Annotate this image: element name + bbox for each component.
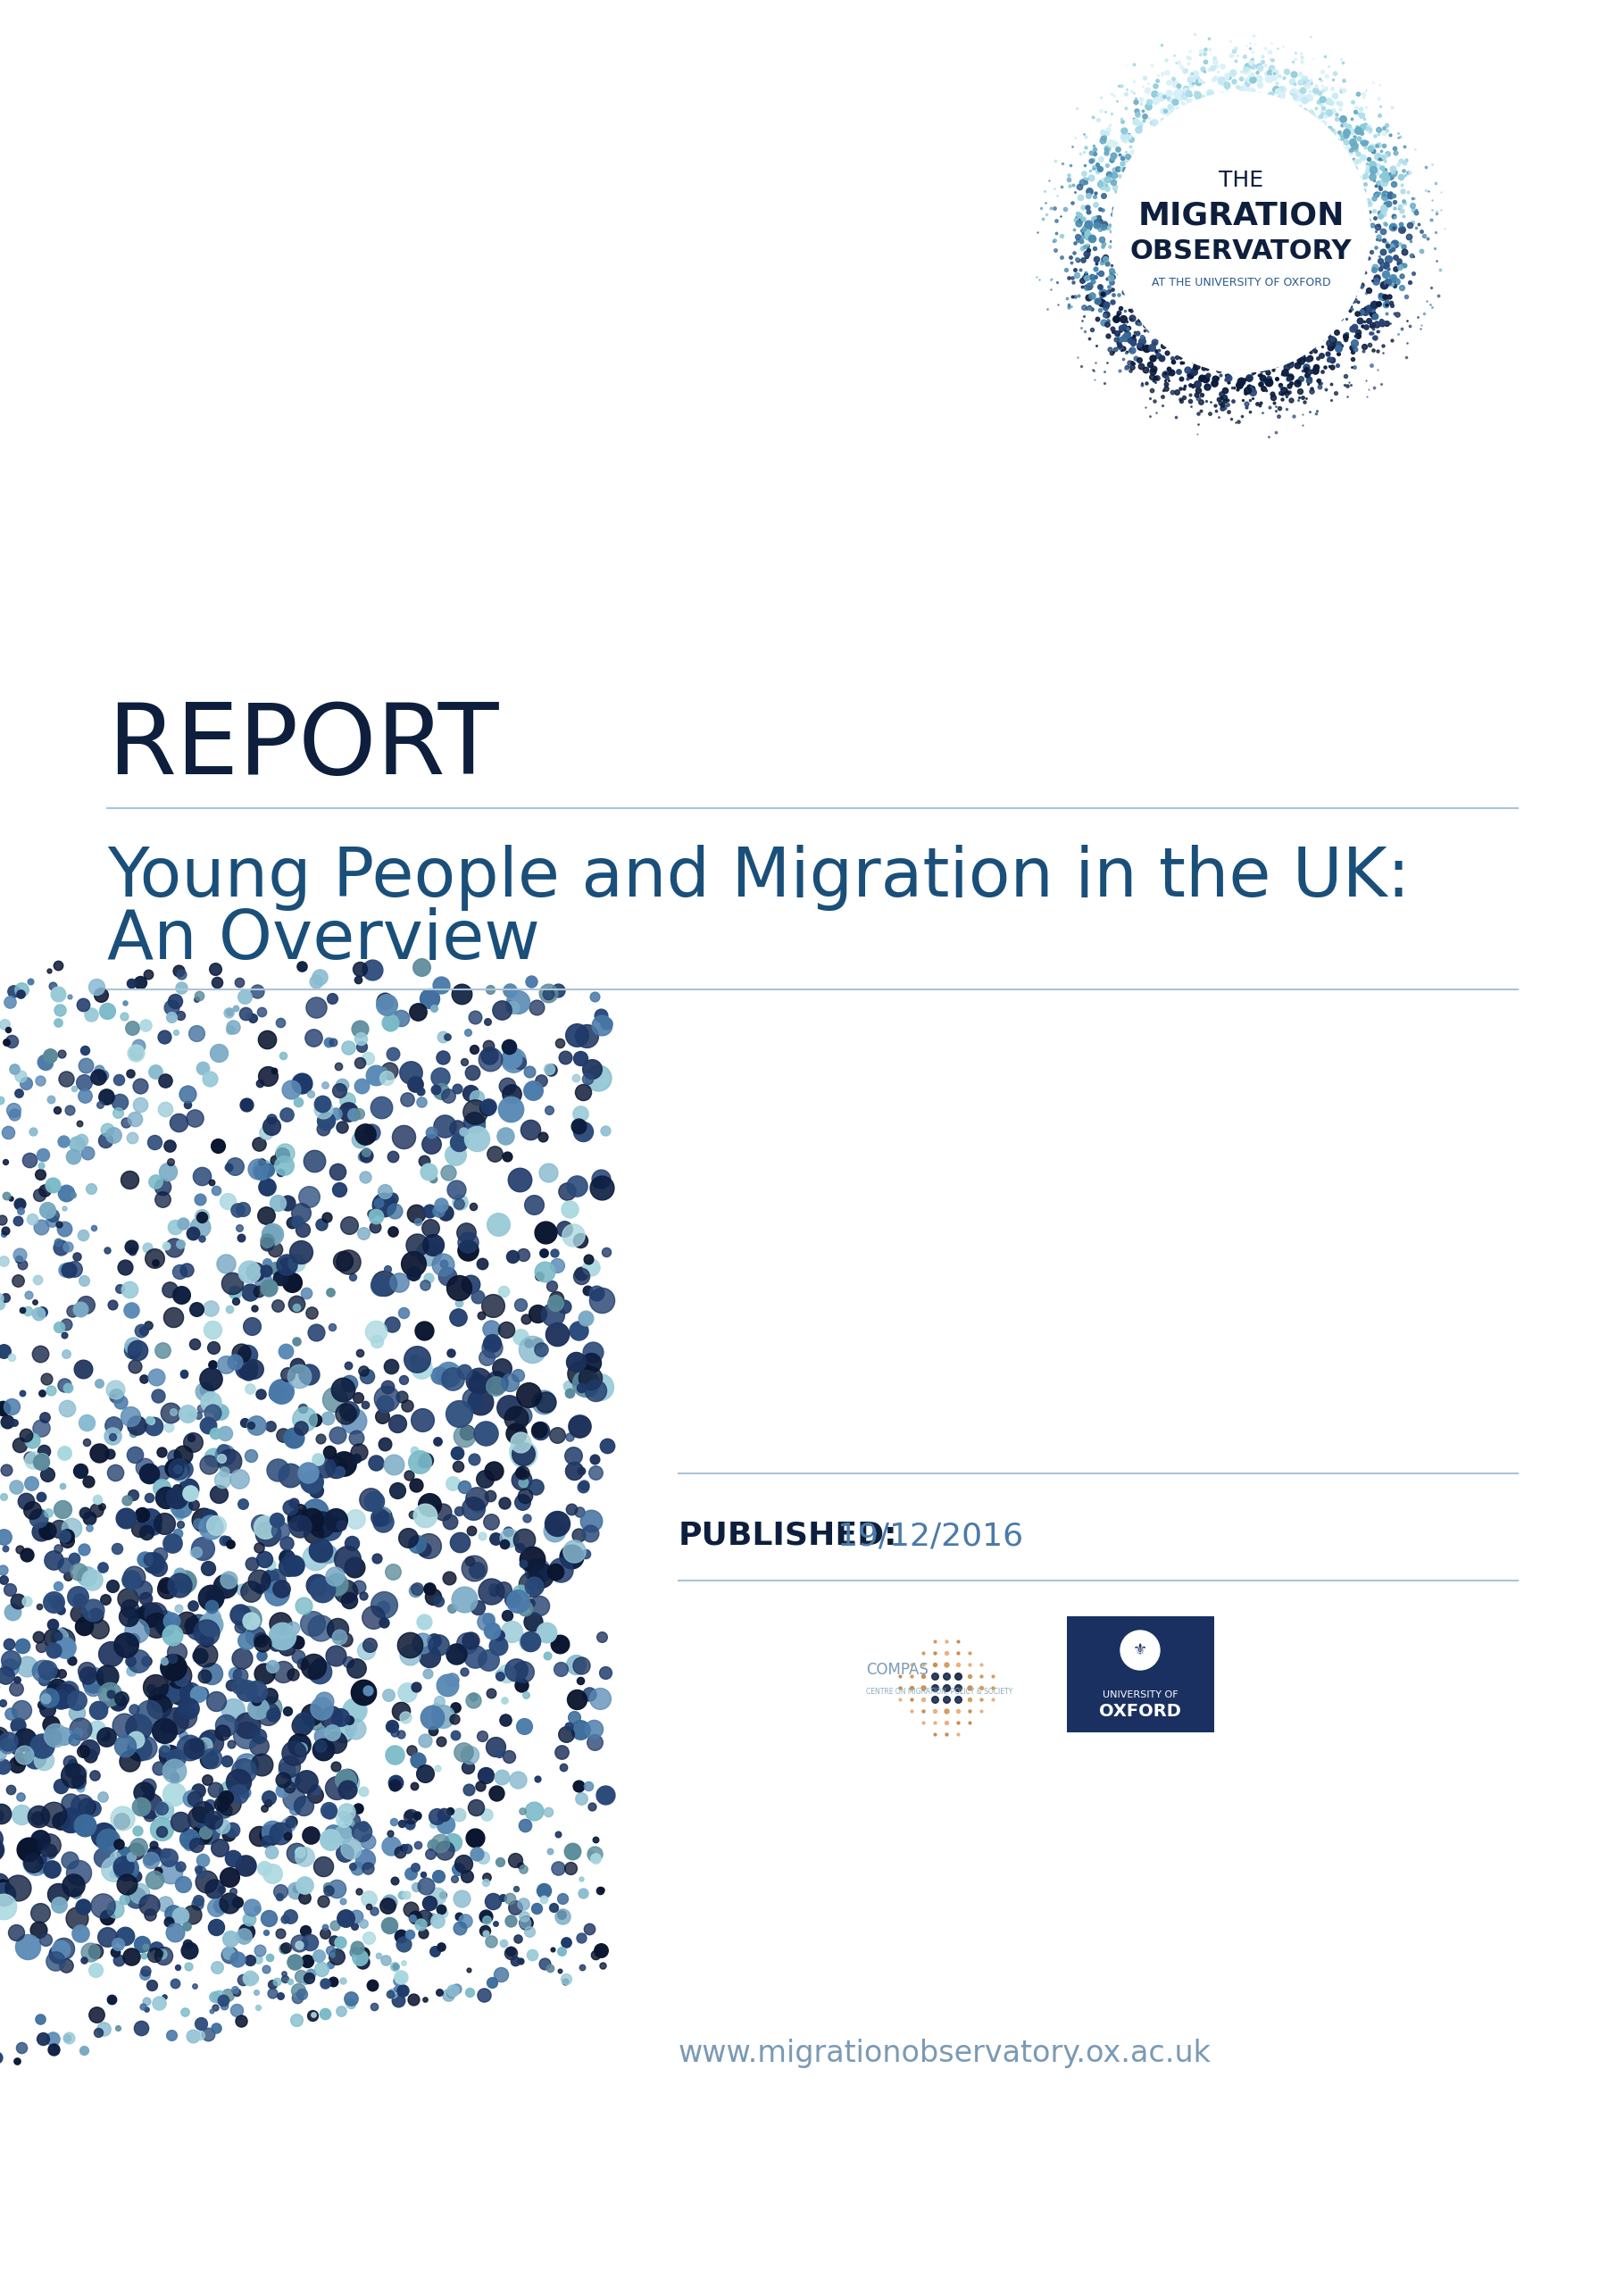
Text: OXFORD: OXFORD xyxy=(1099,1703,1181,1719)
FancyBboxPatch shape xyxy=(1067,1616,1215,1733)
Circle shape xyxy=(1121,1630,1160,1669)
Text: Young People and Migration in the UK:: Young People and Migration in the UK: xyxy=(107,846,1410,910)
Text: 19/12/2016: 19/12/2016 xyxy=(838,1520,1023,1552)
Text: COMPAS: COMPAS xyxy=(866,1662,929,1678)
Text: ⚜: ⚜ xyxy=(1134,1641,1147,1657)
Ellipse shape xyxy=(1112,91,1371,373)
Text: CENTRE ON MIGRATION, POLICY & SOCIETY: CENTRE ON MIGRATION, POLICY & SOCIETY xyxy=(866,1687,1013,1696)
Text: UNIVERSITY OF: UNIVERSITY OF xyxy=(1103,1689,1177,1698)
Text: THE: THE xyxy=(1218,169,1263,192)
Text: REPORT: REPORT xyxy=(107,700,499,796)
Text: MIGRATION: MIGRATION xyxy=(1138,201,1345,231)
Text: AT THE UNIVERSITY OF OXFORD: AT THE UNIVERSITY OF OXFORD xyxy=(1151,277,1330,288)
Text: OBSERVATORY: OBSERVATORY xyxy=(1130,238,1351,265)
Text: PUBLISHED:: PUBLISHED: xyxy=(679,1520,898,1552)
Text: An Overview: An Overview xyxy=(107,908,541,974)
Text: www.migrationobservatory.ox.ac.uk: www.migrationobservatory.ox.ac.uk xyxy=(679,2039,1212,2069)
